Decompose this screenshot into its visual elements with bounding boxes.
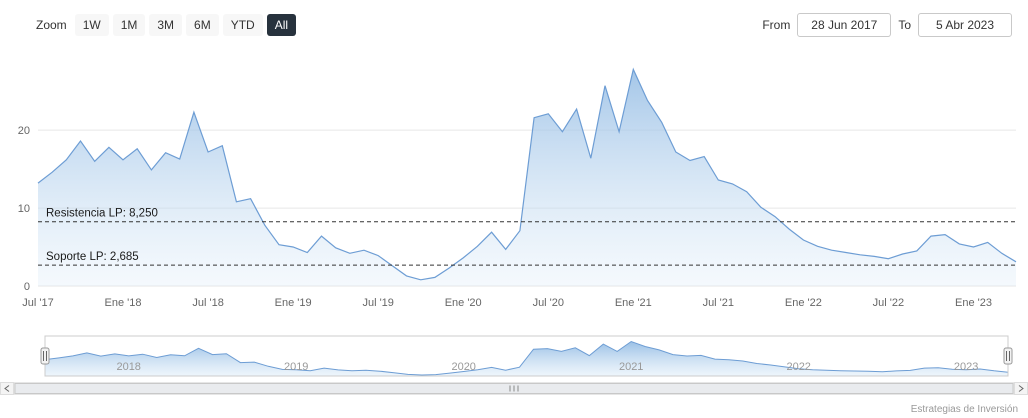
scrollbar-left-button[interactable]	[0, 382, 14, 395]
x-axis-label: Jul '18	[192, 297, 223, 309]
resistance-label: Resistencia LP: 8,250	[46, 208, 158, 220]
x-axis-label: Jul '22	[873, 297, 904, 309]
navigator-svg: 2018 2019 2020 2021 2022 2023	[0, 335, 1028, 395]
date-range-controls: From To	[762, 13, 1012, 37]
from-label: From	[762, 18, 791, 32]
from-date-input[interactable]	[797, 13, 892, 37]
main-chart-svg: 0 10 20 Resistencia LP: 8,250 Soporte LP: 2,…	[18, 60, 1017, 309]
navigator-year-label: 2021	[619, 361, 643, 373]
chart-plot-area[interactable]	[38, 60, 1016, 286]
x-axis-label: Ene '22	[785, 297, 822, 309]
zoom-button-3m[interactable]: 3M	[149, 14, 183, 36]
x-axis-label: Ene '21	[615, 297, 652, 309]
x-axis-label: Ene '18	[105, 297, 142, 309]
x-axis-label: Jul '17	[22, 297, 53, 309]
x-axis-label: Jul '19	[362, 297, 393, 309]
navigator-year-label: 2019	[284, 361, 308, 373]
navigator-year-label: 2023	[954, 361, 978, 373]
support-label: Soporte LP: 2,685	[46, 251, 139, 263]
zoom-button-6m[interactable]: 6M	[186, 14, 219, 36]
price-line-series	[37, 67, 1017, 281]
y-axis-label: 10	[18, 203, 30, 215]
zoom-button-1m[interactable]: 1M	[112, 14, 146, 36]
to-date-input[interactable]	[918, 13, 1012, 37]
x-axis-label: Ene '23	[955, 297, 992, 309]
navigator-year-label: 2022	[786, 361, 810, 373]
zoom-buttons: 1W 1M 3M 6M YTD All	[74, 14, 297, 36]
navigator-right-handle[interactable]	[1003, 347, 1013, 365]
scrollbar-right-arrow-icon	[1018, 385, 1024, 392]
zoom-button-all[interactable]: All	[266, 14, 297, 36]
x-axis-label: Jul '20	[533, 297, 564, 309]
zoom-button-ytd[interactable]: YTD	[222, 14, 263, 36]
scrollbar-left-arrow-icon	[4, 385, 10, 392]
x-axis-label: Ene '20	[445, 297, 482, 309]
y-axis-label: 0	[24, 281, 30, 293]
navigator-year-label: 2018	[116, 361, 140, 373]
y-axis-label: 20	[18, 125, 30, 137]
x-axis-label: Jul '21	[703, 297, 734, 309]
zoom-button-1w[interactable]: 1W	[74, 14, 109, 36]
zoom-label: Zoom	[36, 18, 67, 32]
navigator-left-handle[interactable]	[40, 347, 50, 365]
scrollbar-right-button[interactable]	[1014, 382, 1028, 395]
navigator-line-series	[44, 340, 1009, 376]
to-label: To	[898, 18, 911, 32]
navigator-year-label: 2020	[451, 361, 475, 373]
chart-credit: Estrategias de Inversión	[910, 404, 1018, 415]
x-axis-label: Ene '19	[275, 297, 312, 309]
